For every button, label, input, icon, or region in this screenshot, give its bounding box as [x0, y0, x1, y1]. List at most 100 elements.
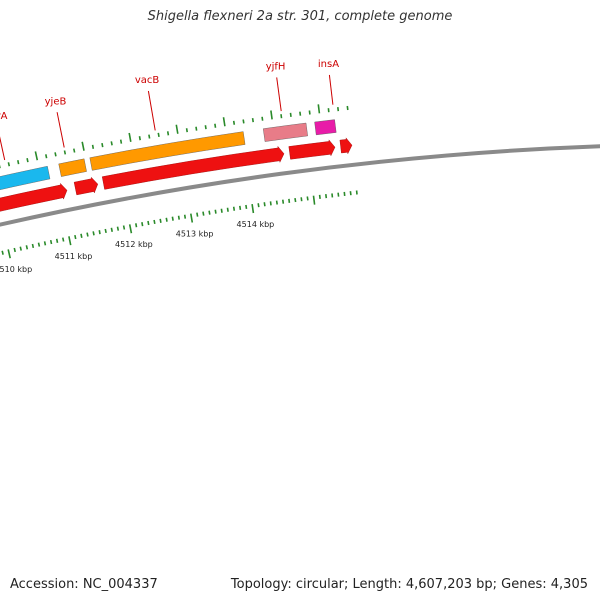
scale-tick	[349, 191, 352, 196]
scale-tick	[13, 247, 16, 253]
scale-tick	[171, 216, 174, 221]
tick-mark	[119, 139, 123, 144]
gene-label-leader	[56, 112, 65, 148]
scale-tick	[190, 213, 194, 223]
scale-tick	[325, 194, 328, 199]
tick-mark	[317, 104, 321, 114]
scale-tick	[7, 249, 11, 259]
tick-mark	[251, 117, 254, 123]
scale-tick	[135, 223, 138, 228]
scale-tick	[37, 242, 41, 247]
cds-arrow	[339, 137, 353, 155]
scale-tick	[80, 233, 83, 238]
scale-tick	[159, 218, 162, 223]
tick-mark	[157, 132, 160, 138]
tick-mark	[175, 124, 179, 134]
tick-mark	[232, 120, 236, 125]
gene-label-leader	[0, 136, 6, 161]
tick-mark	[26, 158, 29, 163]
tick-mark	[242, 119, 245, 124]
kbp-label: 4510 kbp	[0, 265, 32, 274]
scale-tick	[1, 250, 4, 255]
tick-mark	[110, 141, 113, 146]
scale-tick	[31, 243, 35, 249]
scale-tick	[62, 237, 65, 242]
scale-tick	[294, 197, 297, 203]
tick-mark	[166, 131, 170, 136]
gene-label: purA	[0, 111, 8, 122]
cds-arrow	[101, 145, 285, 190]
scale-tick	[318, 194, 321, 199]
tick-mark	[185, 128, 188, 133]
scale-tick	[220, 208, 223, 213]
scale-tick	[74, 234, 77, 240]
kbp-label: 4511 kbp	[55, 252, 93, 261]
scale-tick	[214, 209, 217, 214]
tick-mark	[270, 110, 273, 120]
tick-mark	[214, 123, 217, 128]
cds-arrow	[73, 176, 99, 196]
gene-label-leader	[328, 74, 334, 105]
scale-tick	[19, 246, 22, 251]
tick-mark	[81, 141, 85, 151]
scale-tick	[275, 200, 278, 205]
tick-mark	[204, 125, 207, 130]
scale-tick	[153, 219, 156, 225]
scale-tick	[269, 201, 272, 206]
gene-label-leader	[147, 90, 156, 131]
scale-tick	[147, 220, 150, 226]
cds-arrow	[288, 139, 336, 160]
tick-mark	[91, 144, 95, 149]
scale-tick	[183, 214, 187, 219]
scale-tick	[92, 231, 95, 236]
scale-tick	[165, 217, 168, 222]
tick-mark	[308, 110, 311, 115]
outer-ticks	[0, 104, 349, 169]
scale-tick	[55, 238, 59, 243]
scale-tick	[49, 239, 53, 245]
scale-tick	[239, 205, 242, 211]
genome-backbone	[0, 144, 600, 227]
tick-mark	[346, 105, 349, 111]
tick-mark	[299, 111, 302, 116]
tick-mark	[337, 107, 340, 112]
scale-tick	[128, 224, 133, 234]
scale-tick	[306, 196, 309, 201]
scale-tick	[25, 245, 29, 250]
scale-labels: 4505 kbp4506 kbp4507 kbp4508 kbp4509 kbp…	[0, 220, 275, 274]
scale-tick	[282, 199, 285, 204]
gene-labels: hflXhflKhflCyjeTpurAyjeBvacByjfHinsA	[0, 59, 339, 161]
tick-mark	[148, 134, 151, 139]
scale-tick	[202, 211, 205, 216]
feature-block	[314, 119, 337, 136]
scale-tick	[257, 203, 260, 208]
scale-tick	[263, 202, 266, 207]
accession-text: Accession: NC_004337	[10, 577, 158, 592]
scale-tick	[116, 226, 120, 231]
tick-mark	[222, 117, 226, 127]
scale-tick	[98, 230, 101, 235]
scale-tick	[122, 225, 126, 230]
scale-tick	[141, 222, 144, 227]
scale-tick	[226, 207, 229, 212]
scale-tick	[43, 241, 47, 246]
feature-tracks	[0, 119, 353, 212]
kbp-label: 4514 kbp	[237, 220, 275, 229]
gene-label: yjfH	[266, 62, 286, 73]
tick-mark	[45, 154, 48, 159]
tick-mark	[261, 116, 264, 121]
scale-tick	[288, 198, 291, 203]
tick-mark	[63, 150, 67, 155]
tick-mark	[54, 152, 57, 157]
tick-mark	[101, 142, 104, 148]
scale-tick	[110, 227, 113, 232]
scale-tick	[245, 204, 248, 210]
feature-block	[89, 131, 246, 171]
scale-tick	[312, 195, 316, 205]
gene-label: yjeB	[45, 96, 67, 107]
gene-label-leader	[276, 77, 282, 112]
tick-mark	[128, 132, 132, 142]
scale-tick	[208, 210, 211, 215]
scale-tick	[86, 232, 89, 237]
feature-block	[262, 122, 308, 142]
